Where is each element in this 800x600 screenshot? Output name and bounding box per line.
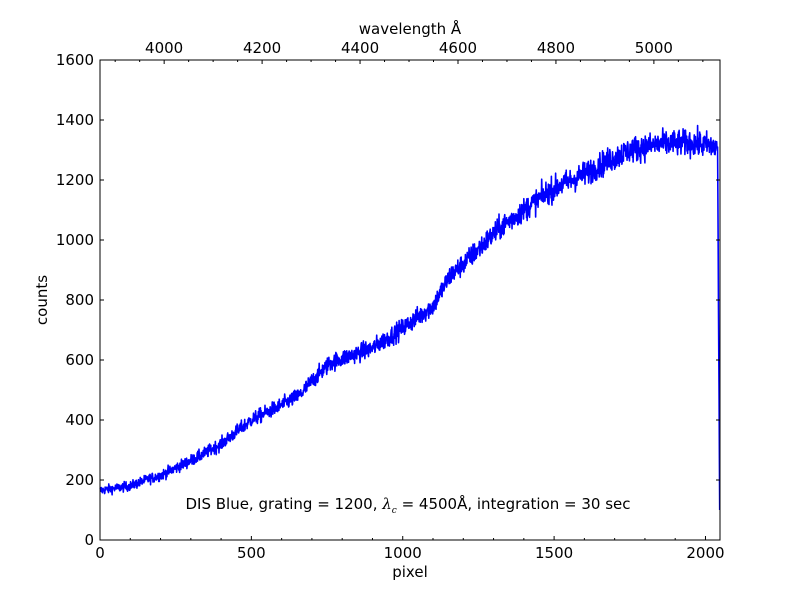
top-x-tick-label: 4400: [341, 39, 379, 57]
y-tick-label: 1400: [56, 111, 94, 129]
top-x-tick-label: 5000: [635, 39, 673, 57]
top-x-tick-label: 4800: [537, 39, 575, 57]
series-group: [99, 124, 721, 511]
y-tick-label: 1200: [56, 171, 94, 189]
plot-area: [100, 60, 720, 540]
annotation-lambda: λ: [381, 495, 392, 513]
y-tick-label: 1000: [56, 231, 94, 249]
y-tick-label: 800: [65, 291, 94, 309]
top-x-axis-label: wavelength Å: [359, 19, 462, 38]
top-x-tick-label: 4000: [145, 39, 183, 57]
x-tick-label: 2000: [686, 544, 724, 562]
x-tick-label: 1000: [384, 544, 422, 562]
annotation-post: = 4500Å, integration = 30 sec: [397, 494, 631, 513]
top-x-tick-label: 4600: [439, 39, 477, 57]
annotation: DIS Blue, grating = 1200, λc = 4500Å, in…: [185, 494, 630, 516]
x-tick-label: 0: [95, 544, 105, 562]
y-tick-label: 600: [65, 351, 94, 369]
y-axis-label: counts: [33, 275, 51, 325]
top-x-tick-label: 4200: [243, 39, 281, 57]
y-tick-label: 200: [65, 471, 94, 489]
y-tick-label: 0: [84, 531, 94, 549]
y-tick-label: 400: [65, 411, 94, 429]
ticks-group: 0 500 1000 1500 2000 0 200 400 600 800 1000 1200 140…: [56, 39, 725, 562]
x-axis-label: pixel: [392, 563, 428, 581]
annotation-pre: DIS Blue, grating = 1200,: [185, 495, 382, 513]
annotation-sub: c: [392, 506, 397, 516]
x-tick-label: 500: [237, 544, 266, 562]
y-tick-label: 1600: [56, 51, 94, 69]
series-line: [99, 124, 721, 511]
x-tick-label: 1500: [535, 544, 573, 562]
